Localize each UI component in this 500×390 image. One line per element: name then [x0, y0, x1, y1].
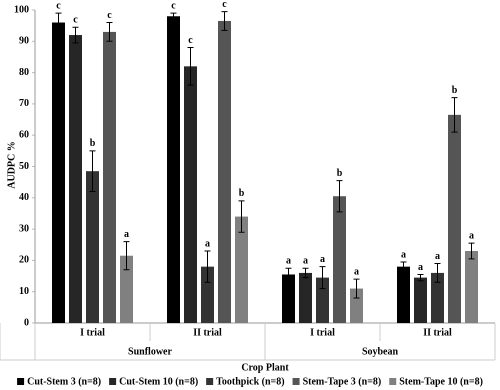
legend-swatch: [389, 378, 397, 385]
error-bar: [319, 266, 326, 290]
legend-label: Cut-Stem 3 (n=8): [27, 376, 101, 387]
error-bar: [170, 12, 177, 20]
legend-label: Cut-Stem 10 (n=8): [119, 376, 198, 387]
bar: [167, 16, 180, 323]
error-bar: [468, 242, 475, 260]
significance-label: a: [354, 266, 359, 277]
y-tick-label: 100: [14, 4, 29, 15]
error-bar: [123, 241, 130, 271]
y-tick-label: 70: [19, 98, 29, 109]
group-label: Soybean: [362, 346, 399, 357]
error-bar: [400, 261, 407, 272]
significance-label: a: [469, 230, 474, 241]
bar: [333, 196, 346, 323]
significance-label: a: [320, 254, 325, 265]
error-bar: [238, 200, 245, 233]
bar: [465, 251, 478, 323]
error-bar: [187, 47, 194, 86]
y-tick-label: 60: [19, 129, 29, 140]
error-bar: [204, 250, 211, 283]
bar: [299, 272, 312, 323]
significance-label: c: [222, 0, 227, 10]
error-bar: [336, 180, 343, 213]
bar: [397, 266, 410, 323]
significance-label: c: [56, 0, 61, 11]
bar: [350, 288, 363, 323]
legend-label: Toothpick (n=8): [216, 376, 284, 387]
group-label: Sunflower: [128, 346, 172, 357]
y-tick-label: 80: [19, 67, 29, 78]
significance-label: a: [435, 251, 440, 262]
significance-label: c: [73, 15, 78, 26]
y-tick-label: 20: [19, 255, 29, 266]
error-bar: [434, 263, 441, 283]
error-bar: [106, 22, 113, 42]
y-tick-label: 30: [19, 223, 29, 234]
significance-label: b: [337, 168, 343, 179]
error-bar: [417, 273, 424, 282]
y-tick-label: 90: [19, 36, 29, 47]
significance-label: a: [418, 262, 423, 273]
bar: [201, 266, 214, 323]
error-bar: [353, 278, 360, 299]
legend-label: Stem-Tape 3 (n=8): [303, 376, 382, 387]
x-tick-label: II trial: [193, 327, 222, 338]
legend-swatch: [109, 378, 117, 385]
legend-swatch: [292, 378, 300, 385]
significance-label: a: [205, 238, 210, 249]
bar: [52, 22, 65, 324]
error-bar: [72, 26, 79, 44]
significance-label: c: [107, 10, 112, 21]
bar: [414, 277, 427, 323]
bar: [184, 66, 197, 323]
bar: [282, 274, 295, 323]
significance-label: a: [286, 256, 291, 267]
bar: [69, 35, 82, 323]
significance-label: a: [303, 256, 308, 267]
significance-label: b: [239, 188, 245, 199]
error-bar: [302, 267, 309, 279]
significance-label: b: [90, 138, 96, 149]
legend-swatch: [17, 378, 25, 385]
significance-label: c: [188, 35, 193, 46]
error-bar: [451, 97, 458, 133]
error-bar: [55, 12, 62, 33]
error-bar: [221, 11, 228, 31]
bar: [218, 20, 231, 324]
significance-label: b: [452, 85, 458, 96]
bar: [103, 31, 116, 323]
error-bar: [285, 267, 292, 282]
y-axis-title: AUDPC %: [6, 141, 17, 189]
y-tick-label: 10: [19, 286, 29, 297]
error-bar: [89, 150, 96, 193]
significance-label: c: [171, 0, 176, 11]
bar: [448, 114, 461, 323]
y-tick-label: 40: [19, 192, 29, 203]
legend-swatch: [206, 378, 214, 385]
legend-label: Stem-Tape 10 (n=8): [399, 376, 483, 387]
bar: [316, 277, 329, 323]
x-tick-label: I trial: [310, 327, 335, 338]
x-axis-title: Crop Plant: [241, 362, 289, 373]
bar: [431, 272, 444, 323]
significance-label: a: [124, 229, 129, 240]
x-tick-label: II trial: [423, 327, 452, 338]
significance-label: a: [401, 249, 406, 260]
bar: [120, 255, 133, 323]
y-tick-label: 0: [24, 317, 29, 328]
y-tick-label: 50: [19, 161, 29, 172]
bar: [235, 216, 248, 323]
x-tick-label: I trial: [80, 327, 105, 338]
bar: [86, 171, 99, 323]
